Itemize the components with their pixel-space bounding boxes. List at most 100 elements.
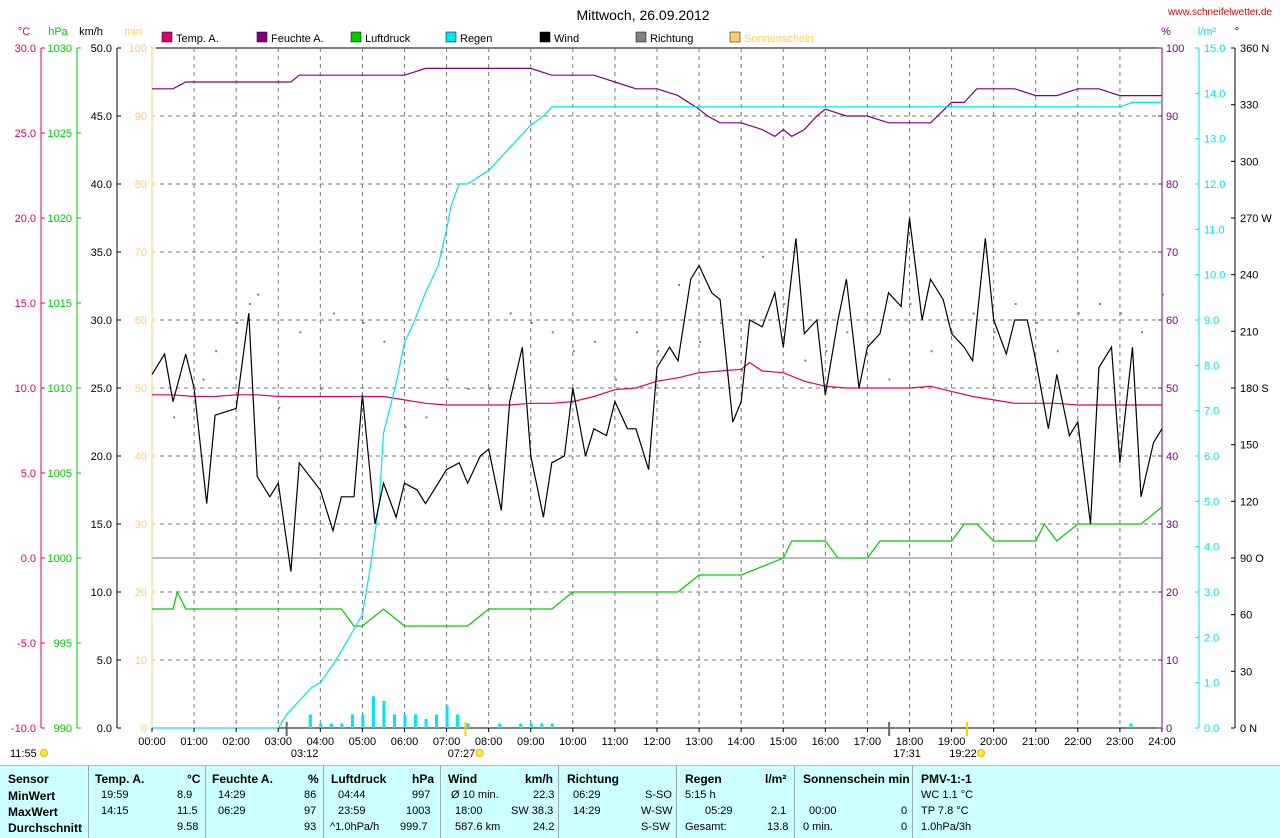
wind-line: [151, 217, 1163, 572]
wind-tick-label: 30.0: [91, 315, 112, 327]
rain-bar: [414, 714, 418, 728]
wind-tick-label: 10.0: [91, 587, 112, 599]
direction-point: [867, 340, 870, 343]
x-tick-label: 19:00: [938, 736, 966, 748]
dir-min-time: 06:29: [573, 789, 601, 801]
stats-humidity: Feuchte A. % 14:29 86 06:29 97 93: [205, 766, 324, 838]
direction-point: [299, 331, 302, 334]
sun-max-value: 0: [901, 805, 908, 817]
pressure-tick-label: 1030: [48, 43, 72, 55]
x-tick-label: 15:00: [769, 736, 797, 748]
header-sun: Sonnenschein min: [803, 772, 910, 786]
hum-min-value: 86: [304, 789, 317, 801]
direction-point: [509, 312, 512, 315]
sun-tick-label: 70: [135, 247, 147, 259]
humidity-tick-label: 60: [1166, 315, 1178, 327]
hum-max-value: 97: [304, 805, 317, 817]
rain-tick-label: 5.0: [1204, 496, 1219, 508]
rain-bar: [350, 714, 354, 728]
unit-label: l/m²: [1198, 26, 1217, 38]
x-tick-label: 21:00: [1022, 736, 1050, 748]
rain-bar: [529, 723, 533, 728]
x-tick-label: 08:00: [475, 736, 503, 748]
direction-point: [1098, 303, 1101, 305]
rain-tick-label: 13.0: [1204, 134, 1225, 146]
dir-max-time: 14:29: [573, 805, 601, 817]
rain-bar: [466, 723, 470, 728]
x-tick-label: 03:00: [264, 736, 292, 748]
x-tick-label: 00:00: [138, 736, 166, 748]
legend-label: Regen: [460, 33, 492, 45]
direction-points: [173, 255, 1164, 428]
stats-sensor: Sensor MinWert MaxWert Durchschnitt: [0, 766, 88, 838]
x-tick-label: 23:00: [1106, 736, 1134, 748]
direction-point: [1056, 350, 1059, 353]
unit-label: min: [124, 26, 142, 38]
rain-total-value: 13.8: [767, 821, 789, 833]
direction-point: [762, 255, 765, 258]
wind-distance: 587.6 km: [455, 821, 501, 833]
legend-label: Richtung: [650, 33, 693, 45]
rain-line: [152, 101, 1162, 729]
direction-point: [804, 359, 807, 362]
series-lines: [151, 67, 1163, 729]
sunset-sun-icon: [977, 749, 986, 757]
header-pmv: PMV-1:-1: [921, 772, 972, 786]
sunset-label: 19:22: [949, 748, 977, 760]
legend-label: Sonnenschein: [744, 33, 814, 45]
direction-tick-label: 300: [1240, 156, 1258, 168]
direction-point: [930, 350, 933, 353]
press-min-time: 04:44: [338, 789, 366, 801]
direction-point: [783, 303, 786, 305]
header-temp: Temp. A.: [95, 772, 145, 786]
humidity-tick-label: 80: [1166, 179, 1178, 191]
x-tick-label: 14:00: [727, 736, 755, 748]
sun-tick-label: 80: [135, 179, 147, 191]
temp-tick-label: -10.0: [11, 723, 36, 735]
dir-min-value: S-SO: [645, 789, 672, 801]
header-rain: Regen: [685, 772, 722, 786]
wind-tick-label: 15.0: [91, 519, 112, 531]
direction-point: [488, 388, 491, 390]
header-temp-unit: °C: [187, 772, 201, 786]
rain-duration: 5:15 h: [685, 789, 716, 801]
direction-point: [657, 350, 659, 353]
rain-max-time: 05:29: [705, 805, 733, 817]
legend-label: Temp. A.: [176, 33, 219, 45]
pressure-tick-label: 1015: [48, 298, 72, 310]
sun-tick-label: 90: [135, 111, 147, 123]
pmv-windchill: WC 1.1 °C: [921, 789, 974, 801]
sun-tick-label: 0: [141, 723, 147, 735]
pmv-pressure-trend: 1.0hPa/3h: [921, 821, 972, 833]
humidity-tick-label: 10: [1166, 655, 1178, 667]
pressure-tick-label: 1010: [48, 383, 72, 395]
sun-tick-label: 50: [135, 383, 147, 395]
rain-bars: [308, 696, 1133, 728]
dir-max-value: W-SW: [641, 805, 673, 817]
unit-label: hPa: [48, 26, 68, 38]
moonset-label: 03:12: [291, 748, 319, 760]
legend-swatch: [729, 31, 741, 43]
rain-bar: [519, 723, 523, 728]
direction-point: [678, 284, 681, 287]
temp-tick-label: 25.0: [15, 128, 36, 140]
x-tick-label: 24:00: [1148, 736, 1176, 748]
rain-bar: [403, 714, 407, 728]
website-link[interactable]: www.schneifelwetter.de: [1167, 7, 1272, 18]
header-wind: Wind: [448, 772, 478, 786]
rain-bar: [550, 723, 554, 728]
x-tick-label: 22:00: [1064, 736, 1092, 748]
direction-point: [215, 350, 218, 353]
humidity-tick-label: 0: [1166, 723, 1172, 735]
header-direction: Richtung: [567, 772, 619, 786]
stats-pressure: Luftdruck hPa 04:44 997 23:59 1003 ^1.0h…: [323, 766, 441, 838]
direction-tick-label: 120: [1240, 496, 1258, 508]
rain-bar: [435, 714, 439, 728]
direction-point: [593, 340, 596, 343]
wind-tick-label: 35.0: [91, 247, 112, 259]
axes: -10.0 -5.0 0.0 5.0 10.0 15.0 20.0 25.0 30.0 990 99…: [11, 43, 1272, 735]
rain-bar: [340, 723, 344, 728]
rain-bar: [371, 696, 375, 728]
direction-tick-label: 150: [1240, 440, 1258, 452]
temp-tick-label: -5.0: [17, 638, 36, 650]
